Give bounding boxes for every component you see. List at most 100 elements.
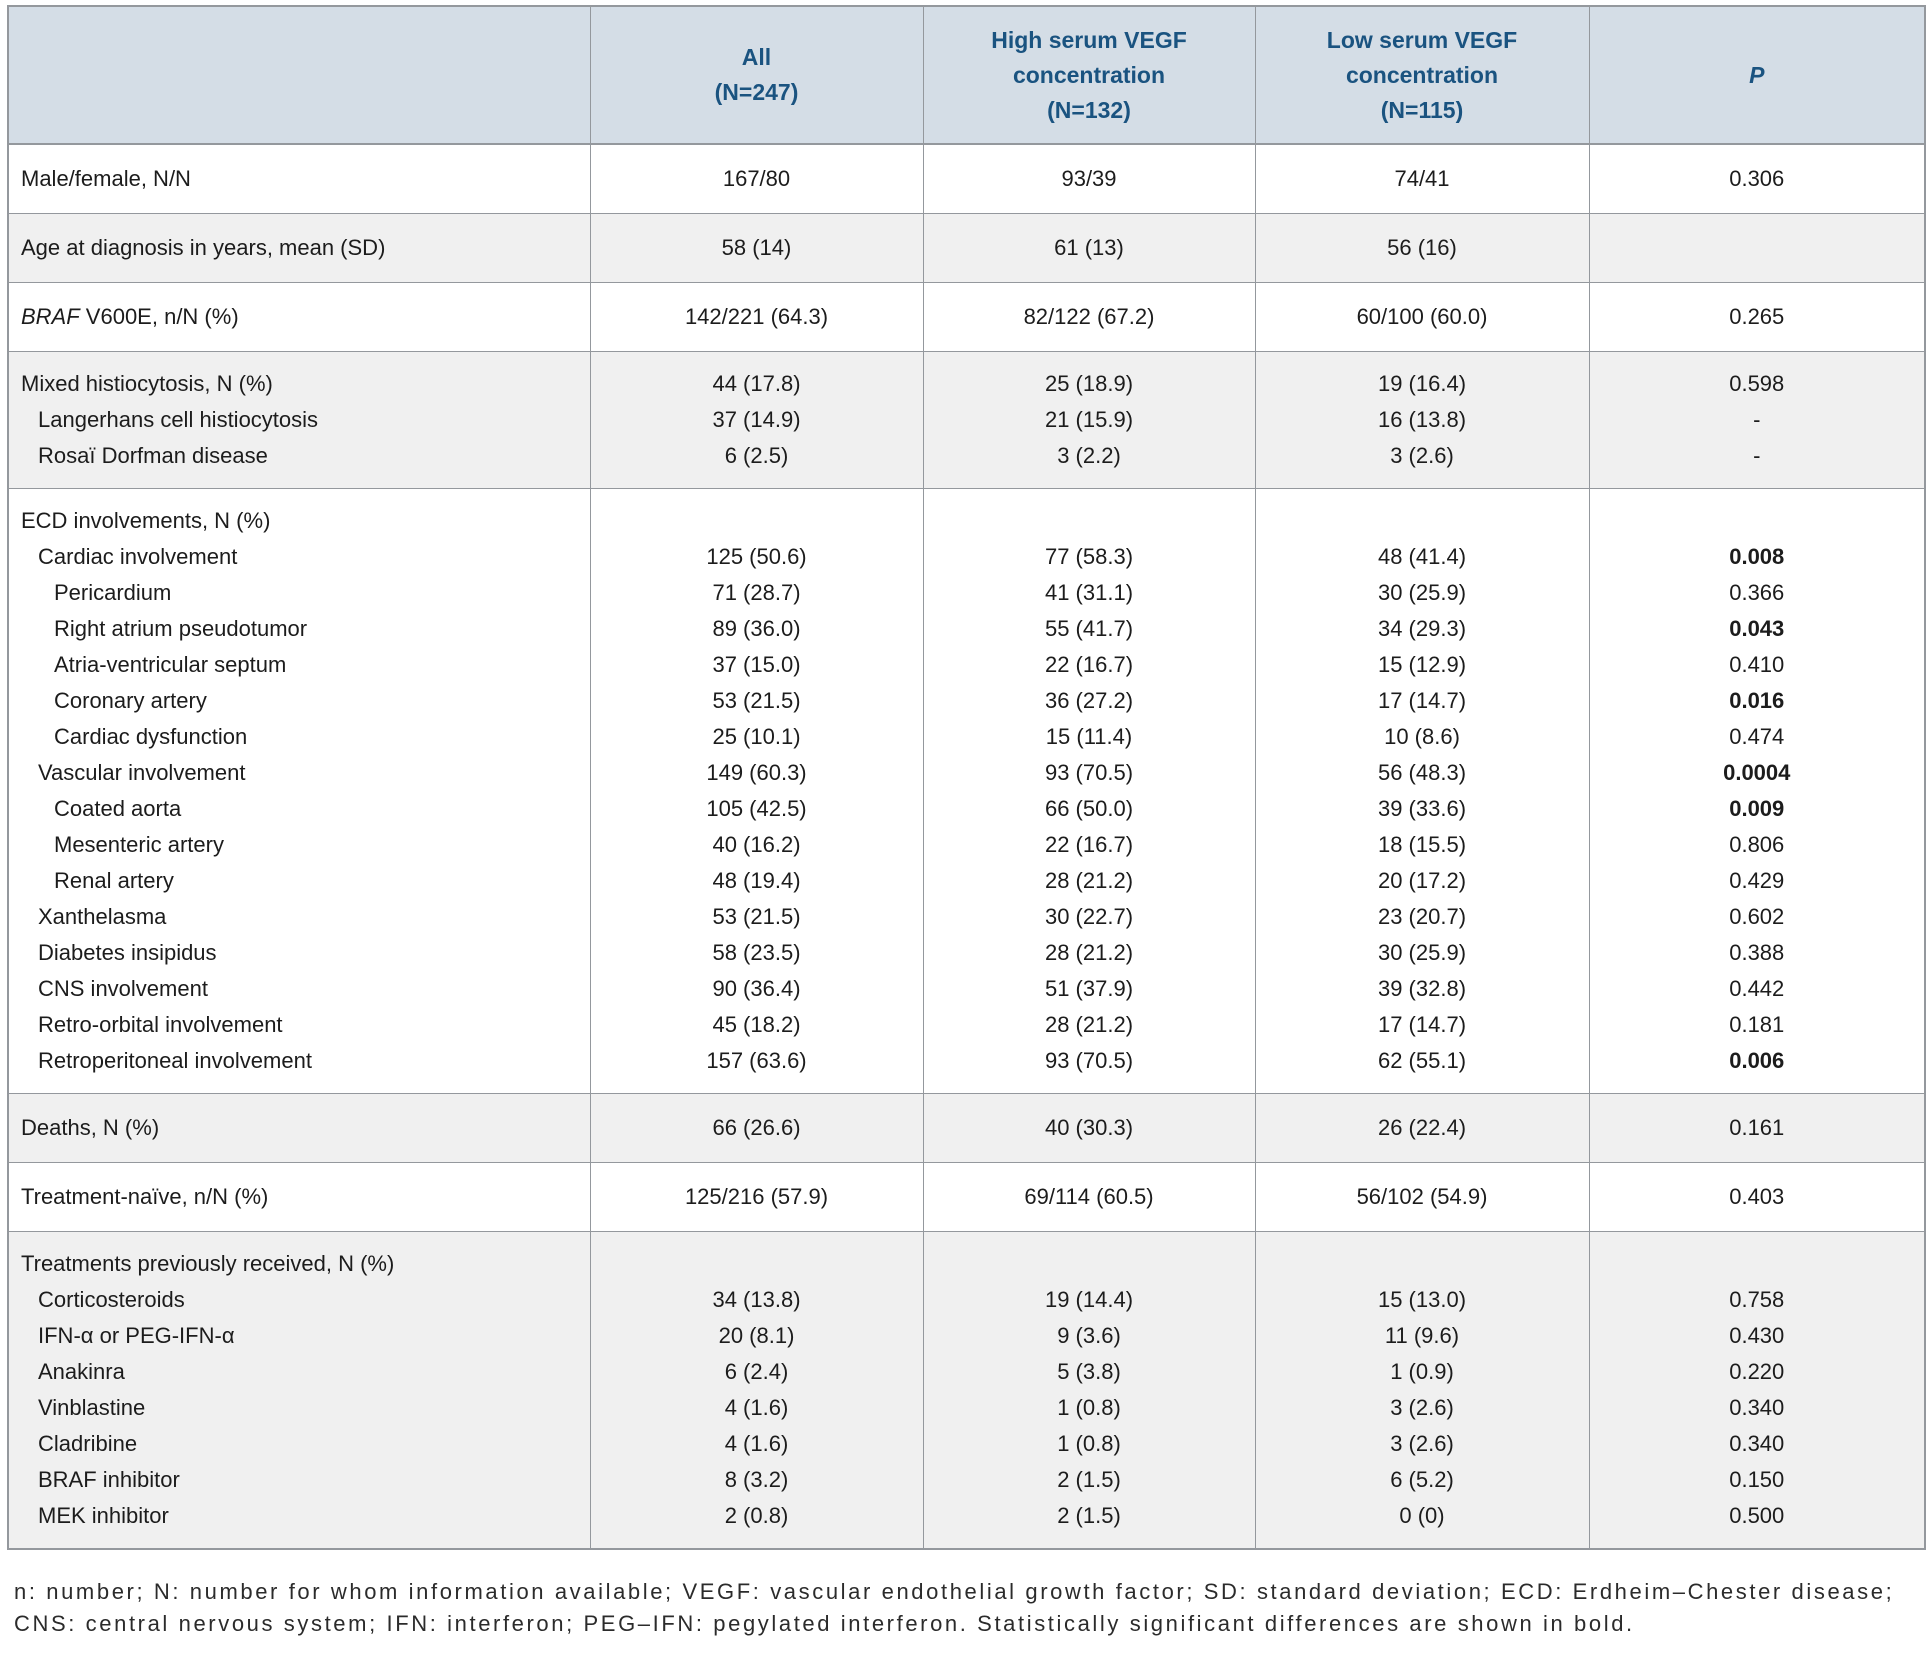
p-value: 0.181 <box>1588 1007 1925 1043</box>
row-label: Pericardium <box>54 580 172 605</box>
high-vegf-value: 82/122 (67.2) <box>922 282 1255 352</box>
row-label: Retro-orbital involvement <box>38 1012 283 1037</box>
low-vegf-value: 56 (16) <box>1254 213 1589 283</box>
low-vegf-value: 16 (13.8) <box>1254 402 1589 438</box>
p-value: 0.758 <box>1588 1282 1925 1318</box>
table-row: Corticosteroids 34 (13.8) 19 (14.4) 15 (13.… <box>8 1282 1925 1318</box>
table-row: CNS involvement 90 (36.4) 51 (37.9) 39 (32.… <box>8 971 1925 1007</box>
p-value: 0.0004 <box>1588 755 1925 791</box>
row-label: Renal artery <box>54 868 174 893</box>
all-value: 58 (23.5) <box>589 935 923 971</box>
all-value: 90 (36.4) <box>589 971 923 1007</box>
all-value: 6 (2.5) <box>589 438 923 489</box>
table-row: BRAF inhibitor 8 (3.2) 2 (1.5) 6 (5.2) 0.150 <box>8 1462 1925 1498</box>
table-row: Coated aorta 105 (42.5) 66 (50.0) 39 (33.6)… <box>8 791 1925 827</box>
table-row: Langerhans cell histiocytosis 37 (14.9) 21… <box>8 402 1925 438</box>
low-vegf-value: 6 (5.2) <box>1254 1462 1589 1498</box>
low-vegf-value: 30 (25.9) <box>1254 935 1589 971</box>
p-value: 0.474 <box>1588 719 1925 755</box>
table-row: Male/female, N/N 167/80 93/39 74/41 0.306 <box>8 143 1925 214</box>
table-row: Cladribine 4 (1.6) 1 (0.8) 3 (2.6) 0.340 <box>8 1426 1925 1462</box>
high-vegf-value: 2 (1.5) <box>922 1498 1255 1549</box>
high-vegf-value: 93/39 <box>922 143 1255 214</box>
high-vegf-value: 25 (18.9) <box>922 351 1255 402</box>
all-value <box>589 488 923 539</box>
row-label: Cardiac dysfunction <box>54 724 248 749</box>
p-value: 0.366 <box>1588 575 1925 611</box>
row-label: Diabetes insipidus <box>38 940 217 965</box>
table-row: Diabetes insipidus 58 (23.5) 28 (21.2) 30 (… <box>8 935 1925 971</box>
p-value: 0.043 <box>1588 611 1925 647</box>
row-label: Vascular involvement <box>38 760 246 785</box>
p-value: 0.016 <box>1588 683 1925 719</box>
column-header-all: All (N=247) <box>589 6 923 145</box>
row-label: BRAF V600E, n/N (%) <box>8 282 590 352</box>
row-label: Male/female, N/N <box>8 143 590 214</box>
row-label: Corticosteroids <box>8 1282 590 1318</box>
p-value: 0.602 <box>1588 899 1925 935</box>
row-label: Treatments previously received, N (%) <box>8 1231 590 1282</box>
row-label: Cardiac involvement <box>38 544 238 569</box>
table-row: Age at diagnosis in years, mean (SD) 58 (… <box>8 213 1925 283</box>
all-value: 20 (8.1) <box>589 1318 923 1354</box>
table-row: Cardiac involvement 125 (50.6) 77 (58.3) 48… <box>8 539 1925 575</box>
all-value: 25 (10.1) <box>589 719 923 755</box>
all-value: 66 (26.6) <box>589 1093 923 1163</box>
low-vegf-value: 3 (2.6) <box>1254 1426 1589 1462</box>
p-value: - <box>1588 438 1925 489</box>
all-value: 105 (42.5) <box>589 791 923 827</box>
high-vegf-value: 21 (15.9) <box>922 402 1255 438</box>
row-label: Mesenteric artery <box>54 832 224 857</box>
all-value: 8 (3.2) <box>589 1462 923 1498</box>
all-value: 53 (21.5) <box>589 683 923 719</box>
table-row: Treatment-naïve, n/N (%) 125/216 (57.9) 69… <box>8 1162 1925 1232</box>
table-footnote: n: number; N: number for whom informatio… <box>14 1579 1895 1636</box>
high-vegf-value: 69/114 (60.5) <box>922 1162 1255 1232</box>
table-row: Right atrium pseudotumor 89 (36.0) 55 (41.… <box>8 611 1925 647</box>
table-row: Vascular involvement 149 (60.3) 93 (70.5) 5… <box>8 755 1925 791</box>
row-label: Xanthelasma <box>38 904 167 929</box>
table-row: Treatments previously received, N (%) <box>8 1231 1925 1282</box>
row-label: Right atrium pseudotumor <box>54 616 308 641</box>
low-vegf-value: 48 (41.4) <box>1254 539 1589 575</box>
low-vegf-value: 3 (2.6) <box>1254 1390 1589 1426</box>
high-vegf-value: 30 (22.7) <box>922 899 1255 935</box>
low-vegf-value: 74/41 <box>1254 143 1589 214</box>
table-row: Anakinra 6 (2.4) 5 (3.8) 1 (0.9) 0.220 <box>8 1354 1925 1390</box>
low-vegf-value <box>1254 488 1589 539</box>
low-vegf-value: 34 (29.3) <box>1254 611 1589 647</box>
table-row: Xanthelasma 53 (21.5) 30 (22.7) 23 (20.7) 0.… <box>8 899 1925 935</box>
p-value: 0.442 <box>1588 971 1925 1007</box>
header-row: All (N=247) High serum VEGF concentration (N… <box>8 6 1925 145</box>
high-vegf-value: 9 (3.6) <box>922 1318 1255 1354</box>
table-row: Renal artery 48 (19.4) 28 (21.2) 20 (17.2) 0… <box>8 863 1925 899</box>
high-vegf-value: 66 (50.0) <box>922 791 1255 827</box>
high-vegf-value: 1 (0.8) <box>922 1390 1255 1426</box>
all-value: 167/80 <box>589 143 923 214</box>
row-label: Coronary artery <box>54 688 207 713</box>
all-value: 48 (19.4) <box>589 863 923 899</box>
column-header-low-vegf: Low serum VEGF concentration (N=115) <box>1254 6 1589 145</box>
row-label: Retroperitoneal involvement <box>38 1048 312 1073</box>
table-row: Rosaï Dorfman disease 6 (2.5) 3 (2.2) 3 (2.… <box>8 438 1925 489</box>
table-row: Vinblastine 4 (1.6) 1 (0.8) 3 (2.6) 0.340 <box>8 1390 1925 1426</box>
p-value: 0.410 <box>1588 647 1925 683</box>
low-vegf-value: 20 (17.2) <box>1254 863 1589 899</box>
all-value: 37 (15.0) <box>589 647 923 683</box>
low-vegf-value: 56 (48.3) <box>1254 755 1589 791</box>
high-vegf-value: 41 (31.1) <box>922 575 1255 611</box>
high-vegf-value: 93 (70.5) <box>922 755 1255 791</box>
table-row: Retro-orbital involvement 45 (18.2) 28 (21… <box>8 1007 1925 1043</box>
low-vegf-value: 26 (22.4) <box>1254 1093 1589 1163</box>
table-row: ECD involvements, N (%) <box>8 488 1925 539</box>
low-vegf-value: 15 (12.9) <box>1254 647 1589 683</box>
high-vegf-value: 5 (3.8) <box>922 1354 1255 1390</box>
column-header-high-vegf: High serum VEGF concentration (N=132) <box>922 6 1255 145</box>
all-value: 125/216 (57.9) <box>589 1162 923 1232</box>
p-value: 0.340 <box>1588 1426 1925 1462</box>
all-value: 44 (17.8) <box>589 351 923 402</box>
low-vegf-value: 56/102 (54.9) <box>1254 1162 1589 1232</box>
table-row: BRAF V600E, n/N (%) 142/221 (64.3) 82/122 … <box>8 282 1925 352</box>
table-header: All (N=247) High serum VEGF concentration (N… <box>8 6 1925 145</box>
high-vegf-value: 22 (16.7) <box>922 827 1255 863</box>
